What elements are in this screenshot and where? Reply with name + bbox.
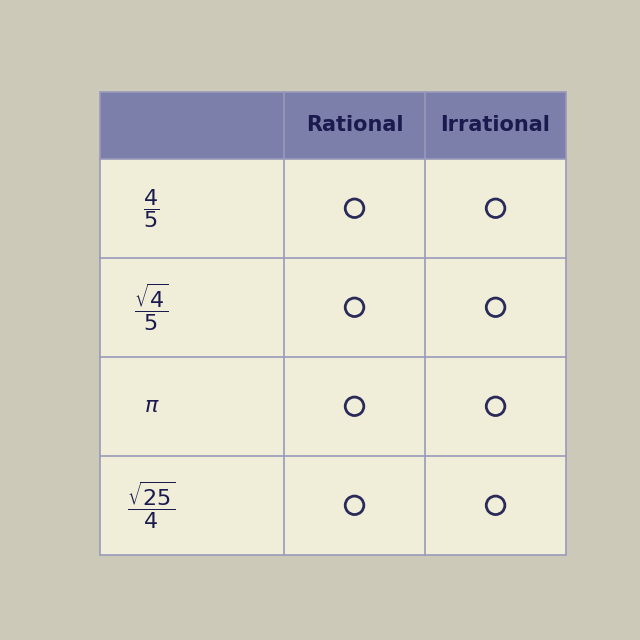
- Bar: [100, 258, 566, 356]
- Text: Rational: Rational: [306, 115, 403, 135]
- Text: Irrational: Irrational: [440, 115, 550, 135]
- Text: $\dfrac{4}{5}$: $\dfrac{4}{5}$: [143, 187, 159, 230]
- Bar: [100, 159, 566, 258]
- Bar: [100, 92, 566, 159]
- Text: $\pi$: $\pi$: [143, 396, 159, 416]
- Text: $\dfrac{\sqrt{4}}{5}$: $\dfrac{\sqrt{4}}{5}$: [134, 282, 169, 333]
- Text: $\dfrac{\sqrt{25}}{4}$: $\dfrac{\sqrt{25}}{4}$: [127, 479, 176, 531]
- Bar: [100, 456, 566, 555]
- Bar: [100, 356, 566, 456]
